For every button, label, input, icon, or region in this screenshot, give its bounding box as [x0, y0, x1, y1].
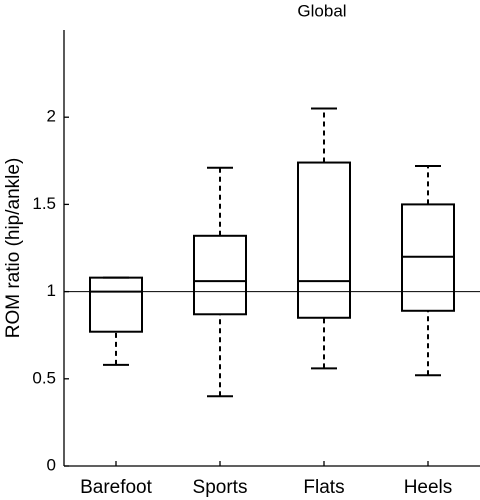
chart-title: Global [297, 1, 346, 20]
y-tick-label: 0 [47, 455, 56, 474]
y-tick-label: 1.5 [32, 194, 56, 213]
x-tick-label: Sports [193, 477, 248, 498]
x-tick-label: Heels [404, 477, 453, 498]
box [297, 161, 351, 319]
y-tick-label: 0.5 [32, 368, 56, 387]
y-tick-label: 2 [47, 107, 56, 126]
box [193, 234, 247, 316]
y-axis-label: ROM ratio (hip/ankle) [3, 158, 24, 339]
x-tick-label: Flats [303, 477, 344, 498]
x-tick-label: Barefoot [80, 477, 153, 498]
box [89, 276, 143, 333]
y-tick-label: 1 [47, 281, 56, 300]
